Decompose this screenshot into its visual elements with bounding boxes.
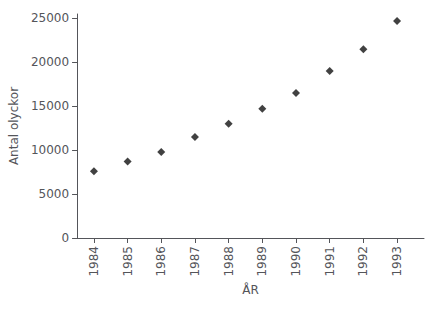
svg-text:5000: 5000 [39,187,70,201]
svg-text:1985: 1985 [121,246,135,277]
svg-text:1991: 1991 [323,246,337,277]
svg-text:10000: 10000 [31,143,69,157]
svg-text:1988: 1988 [222,246,236,277]
svg-text:25000: 25000 [31,11,69,25]
svg-text:1993: 1993 [390,246,404,277]
svg-text:1992: 1992 [356,246,370,277]
svg-text:20000: 20000 [31,55,69,69]
svg-text:ÅR: ÅR [242,282,259,297]
svg-text:1986: 1986 [154,246,168,277]
svg-text:1984: 1984 [87,246,101,277]
svg-text:1990: 1990 [289,246,303,277]
svg-text:0: 0 [61,231,69,245]
svg-text:1987: 1987 [188,246,202,277]
svg-text:1989: 1989 [255,246,269,277]
svg-text:Antal olyckor: Antal olyckor [7,87,21,165]
svg-text:15000: 15000 [31,99,69,113]
